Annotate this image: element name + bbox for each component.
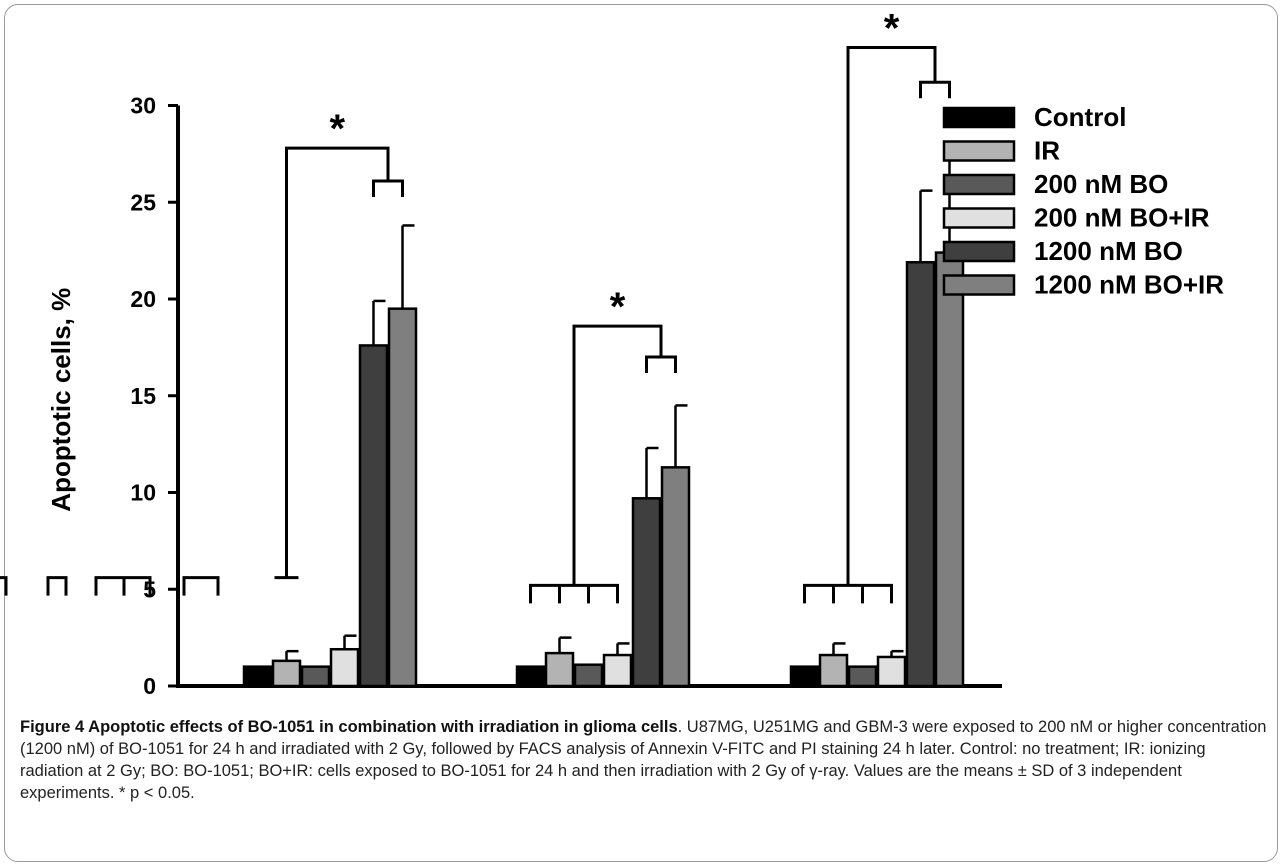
- bar: [789, 665, 820, 688]
- legend-swatch: [942, 207, 1016, 229]
- bar: [515, 665, 546, 688]
- partial-bracket: [94, 576, 152, 596]
- chart-error-bars: [285, 154, 962, 661]
- bar: [818, 653, 849, 688]
- x-category-label: GBM-3: [838, 702, 919, 705]
- bar: [847, 665, 878, 688]
- y-tick-label: 10: [130, 480, 156, 506]
- bar: [544, 651, 575, 688]
- legend-swatch: [942, 240, 1016, 263]
- lower-bracket: [803, 583, 893, 604]
- outer-bracket: [285, 146, 390, 578]
- partial-bracket: [46, 576, 68, 596]
- legend-swatch: [942, 140, 1016, 162]
- significance-star: *: [610, 285, 626, 329]
- legend-label: IR: [1034, 136, 1060, 166]
- bar: [602, 653, 633, 688]
- bar: [876, 655, 907, 688]
- inner-bracket: [645, 355, 677, 374]
- significance-brackets: * * *: [0, 6, 951, 604]
- legend-label: Control: [1034, 102, 1126, 132]
- bar: [271, 659, 302, 688]
- figure-frame: [4, 4, 1278, 862]
- bar: [358, 344, 389, 688]
- inner-bracket: [919, 80, 951, 99]
- caption-text: . U87MG, U251MG and GBM-3 were exposed t…: [20, 718, 1267, 802]
- bar: [660, 466, 691, 688]
- bar: [934, 251, 965, 688]
- legend-swatch: [942, 173, 1016, 196]
- y-axis-label: Apoptotic cells, %: [46, 288, 76, 512]
- figure-caption: Figure 4 Apoptotic effects of BO-1051 in…: [20, 716, 1270, 804]
- bar: [631, 497, 662, 688]
- legend-label: 1200 nM BO+IR: [1034, 270, 1224, 300]
- legend-label: 200 nM BO+IR: [1034, 203, 1210, 233]
- bar: [329, 647, 360, 688]
- inner-bracket: [372, 179, 404, 197]
- y-tick-label: 0: [143, 673, 156, 699]
- partial-bracket: [182, 576, 220, 596]
- bar: [387, 307, 418, 688]
- bar: [300, 665, 331, 688]
- legend-swatch: [942, 274, 1016, 296]
- legend-label: 200 nM BO: [1034, 169, 1168, 199]
- significance-star: *: [329, 107, 345, 151]
- y-tick-label: 20: [130, 286, 156, 312]
- partial-bracket: [0, 576, 8, 596]
- lower-bracket: [529, 583, 619, 604]
- x-category-label: U251MG: [554, 702, 654, 705]
- y-tick-label: 25: [130, 189, 156, 215]
- bar: [573, 663, 604, 688]
- significance-star: *: [884, 6, 900, 50]
- bar: [242, 665, 273, 688]
- x-category-label: U87MG: [288, 702, 374, 705]
- y-tick-label: 30: [130, 93, 156, 119]
- legend-swatch: [942, 106, 1016, 129]
- caption-title: Figure 4 Apoptotic effects of BO-1051 in…: [20, 718, 678, 736]
- outer-bracket: [846, 45, 937, 586]
- legend-label: 1200 nM BO: [1034, 236, 1183, 266]
- bar: [905, 260, 936, 688]
- outer-bracket: [572, 324, 663, 586]
- chart-bars: [242, 251, 965, 688]
- y-tick-label: 15: [130, 383, 156, 409]
